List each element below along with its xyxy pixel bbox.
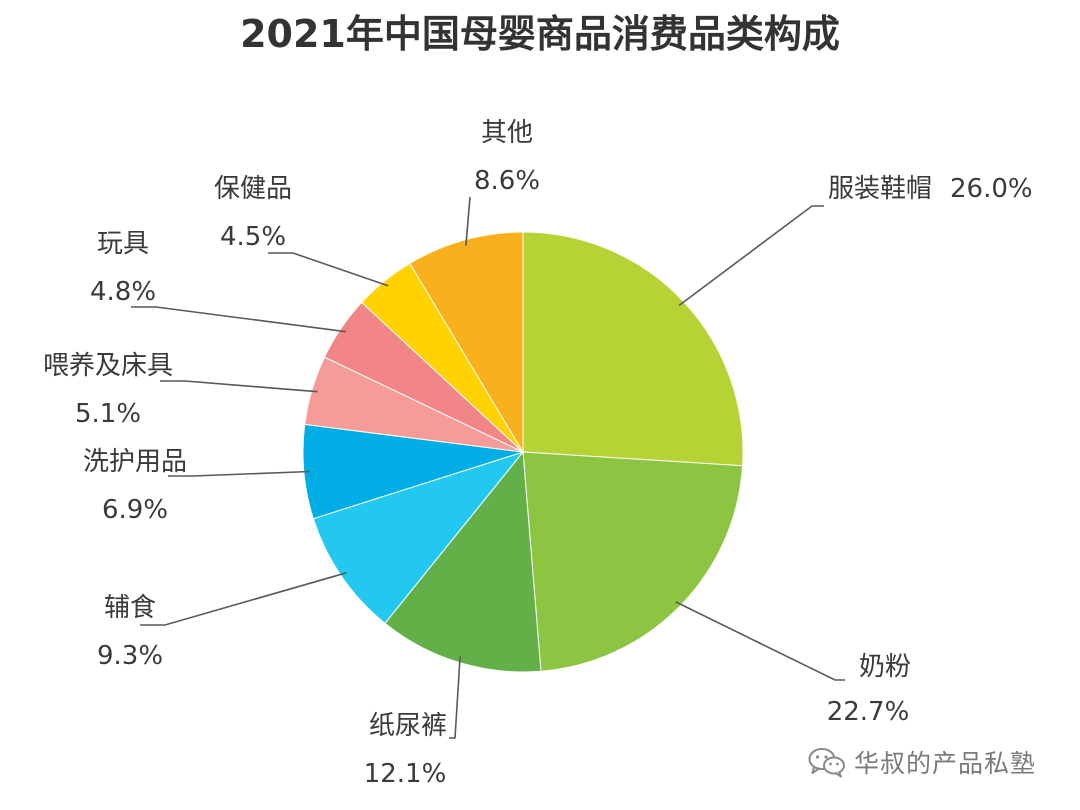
slice-value-7: 4.8% — [90, 277, 156, 307]
slice-value-4: 9.3% — [97, 641, 163, 671]
leader-line-3 — [449, 656, 461, 739]
leader-lines — [131, 196, 845, 739]
leader-line-5 — [168, 470, 310, 477]
pie-slice-9 — [409, 231, 524, 454]
leader-line-8 — [268, 252, 389, 287]
wechat-icon — [808, 748, 845, 778]
slice-label-4: 辅食 — [104, 593, 156, 623]
leader-line-1 — [678, 205, 824, 307]
slice-label-9: 其他 — [481, 118, 533, 148]
slice-label-2: 奶粉 — [859, 652, 911, 682]
pie-slice-2 — [522, 451, 744, 672]
slice-value-1: 26.0% — [950, 174, 1033, 204]
slice-value-2: 22.7% — [827, 697, 910, 727]
pie-slice-3 — [384, 450, 542, 673]
leader-line-4 — [140, 572, 347, 626]
slice-label-8: 保健品 — [214, 174, 292, 204]
slice-value-6: 5.1% — [75, 399, 141, 429]
pie-slice-1 — [522, 231, 744, 467]
leader-line-6 — [160, 380, 318, 393]
slice-label-3: 纸尿裤 — [369, 711, 447, 741]
watermark: 华叔的产品私塾 — [808, 742, 1036, 782]
watermark-text: 华叔的产品私塾 — [854, 749, 1037, 778]
slice-label-7: 玩具 — [97, 229, 149, 259]
slice-value-9: 8.6% — [474, 166, 540, 196]
slice-value-5: 6.9% — [102, 495, 168, 525]
chart-title: 2021年中国母婴商品消费品类构成 — [240, 12, 840, 56]
pie-slice-4 — [312, 451, 525, 624]
slice-label-6: 喂养及床具 — [43, 351, 173, 381]
slice-labels: 服装鞋帽 26.0% 奶粉 22.7% 纸尿裤 12.1% 辅食 9.3% 洗护用品 6.9% 喂养… — [43, 118, 1033, 789]
leader-line-7 — [131, 306, 347, 333]
slice-value-3: 12.1% — [364, 759, 447, 789]
leader-line-9 — [465, 196, 471, 246]
leader-line-2 — [675, 601, 845, 681]
slice-label-1: 服装鞋帽 — [828, 174, 932, 204]
slice-label-5: 洗护用品 — [83, 447, 187, 477]
slice-value-8: 4.5% — [220, 222, 286, 252]
pie-slices — [302, 231, 744, 673]
